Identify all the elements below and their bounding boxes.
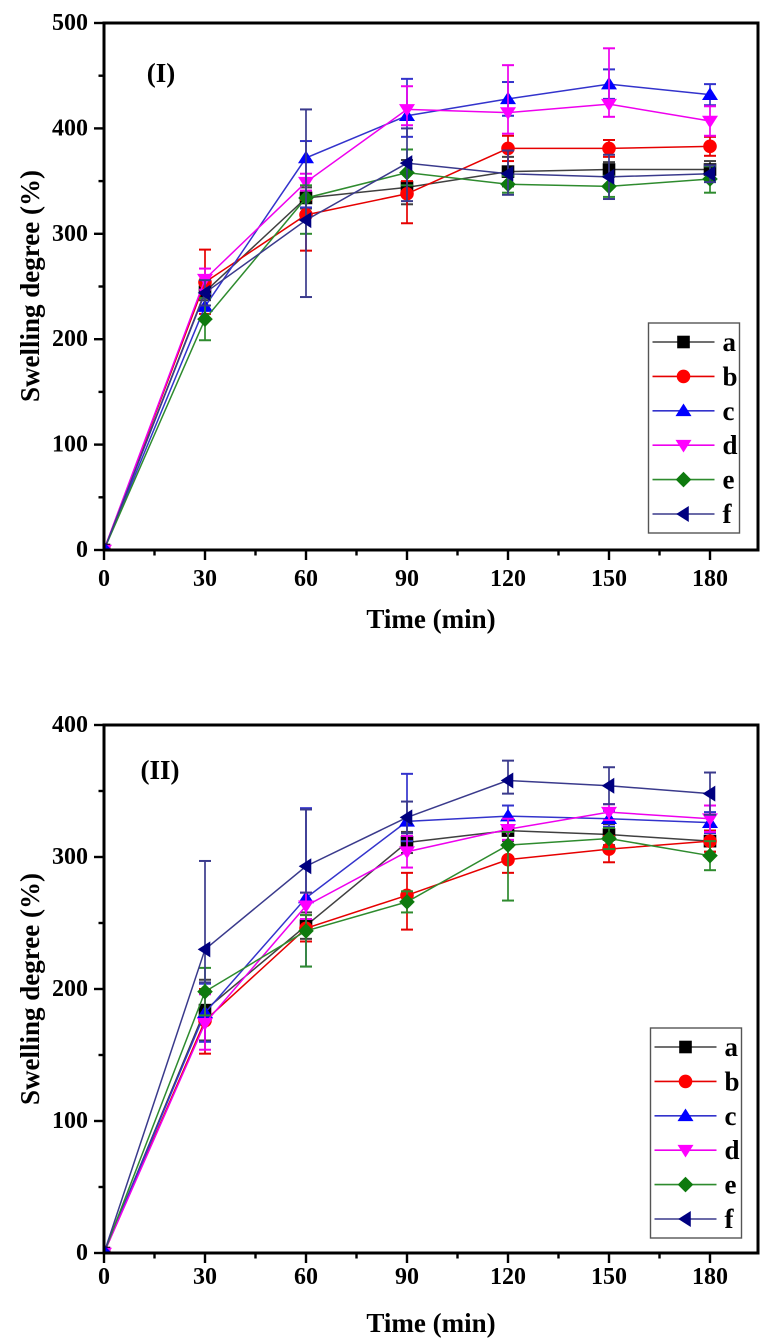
svg-text:500: 500 bbox=[52, 10, 88, 36]
svg-text:120: 120 bbox=[490, 1264, 526, 1290]
svg-text:150: 150 bbox=[591, 566, 627, 592]
svg-text:150: 150 bbox=[591, 1264, 627, 1290]
svg-text:f: f bbox=[725, 1204, 735, 1234]
svg-text:200: 200 bbox=[52, 976, 88, 1002]
svg-text:0: 0 bbox=[76, 537, 88, 563]
svg-text:a: a bbox=[725, 1032, 739, 1062]
svg-text:90: 90 bbox=[395, 1264, 419, 1290]
svg-text:f: f bbox=[723, 499, 733, 529]
svg-text:e: e bbox=[725, 1170, 737, 1200]
svg-text:0: 0 bbox=[76, 1240, 88, 1266]
svg-text:30: 30 bbox=[193, 1264, 217, 1290]
svg-text:c: c bbox=[725, 1101, 737, 1131]
svg-text:Swelling degree (%): Swelling degree (%) bbox=[15, 170, 45, 402]
svg-text:180: 180 bbox=[692, 566, 728, 592]
svg-text:180: 180 bbox=[692, 1264, 728, 1290]
svg-text:b: b bbox=[723, 361, 738, 391]
svg-text:60: 60 bbox=[294, 1264, 318, 1290]
svg-text:0: 0 bbox=[98, 566, 110, 592]
svg-text:30: 30 bbox=[193, 566, 217, 592]
svg-text:60: 60 bbox=[294, 566, 318, 592]
svg-text:100: 100 bbox=[52, 1108, 88, 1134]
svg-text:120: 120 bbox=[490, 566, 526, 592]
svg-text:200: 200 bbox=[52, 326, 88, 352]
svg-text:Swelling degree (%): Swelling degree (%) bbox=[15, 873, 45, 1105]
svg-text:(I): (I) bbox=[147, 58, 176, 88]
svg-text:Time (min): Time (min) bbox=[366, 1308, 495, 1338]
svg-text:0: 0 bbox=[98, 1264, 110, 1290]
svg-text:a: a bbox=[723, 327, 737, 357]
svg-text:Time (min): Time (min) bbox=[366, 604, 495, 634]
svg-text:400: 400 bbox=[52, 712, 88, 738]
svg-text:100: 100 bbox=[52, 432, 88, 458]
svg-text:400: 400 bbox=[52, 115, 88, 141]
svg-text:b: b bbox=[725, 1066, 740, 1096]
svg-text:e: e bbox=[723, 465, 735, 495]
svg-text:(II): (II) bbox=[141, 755, 180, 785]
svg-text:c: c bbox=[723, 396, 735, 426]
svg-text:90: 90 bbox=[395, 566, 419, 592]
svg-text:d: d bbox=[723, 430, 738, 460]
svg-text:300: 300 bbox=[52, 221, 88, 247]
svg-text:300: 300 bbox=[52, 844, 88, 870]
svg-text:d: d bbox=[725, 1135, 740, 1165]
